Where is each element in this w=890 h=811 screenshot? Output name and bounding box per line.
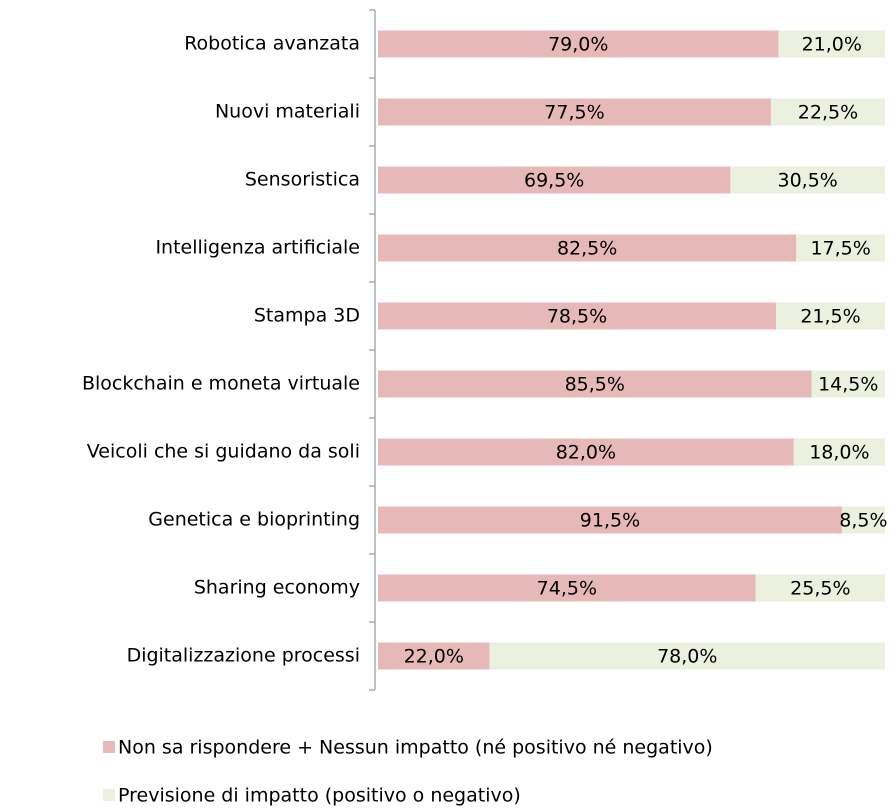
y-tick-label: Veicoli che si guidano da soli <box>87 441 360 463</box>
data-label: 25,5% <box>790 578 850 600</box>
y-tick-label: Nuovi materiali <box>215 101 360 123</box>
bar-segment <box>378 438 794 466</box>
data-label: 82,5% <box>557 238 617 260</box>
bar-segment <box>755 574 885 602</box>
y-tick-label: Sensoristica <box>245 169 360 191</box>
data-label: 79,0% <box>548 34 608 56</box>
bar-segment <box>770 98 885 126</box>
bar-segment <box>378 370 812 398</box>
data-label: 22,0% <box>404 646 464 668</box>
legend-swatch <box>103 741 115 753</box>
bar-segment <box>378 574 756 602</box>
data-label: 22,5% <box>798 102 858 124</box>
bar-segment <box>378 30 779 58</box>
data-label: 69,5% <box>524 170 584 192</box>
data-label: 74,5% <box>537 578 597 600</box>
legend-label: Previsione di impatto (positivo o negati… <box>118 785 521 807</box>
bar-segment <box>730 166 885 194</box>
bar-segment <box>378 234 797 262</box>
bar-segment <box>796 234 885 262</box>
y-tick-label: Digitalizzazione processi <box>127 645 360 667</box>
data-label: 14,5% <box>818 374 878 396</box>
y-tick-label: Sharing economy <box>194 577 360 599</box>
legend-label: Non sa rispondere + Nessun impatto (né p… <box>118 737 713 759</box>
bar-segment <box>775 302 885 330</box>
bar-segment <box>378 642 490 670</box>
data-label: 30,5% <box>778 170 838 192</box>
bar-segment <box>378 302 776 330</box>
y-tick-label: Robotica avanzata <box>184 33 360 55</box>
data-label: 21,0% <box>802 34 862 56</box>
bar-segment <box>793 438 885 466</box>
y-tick-label: Genetica e bioprinting <box>148 509 360 531</box>
bar-segment <box>841 506 885 534</box>
y-tick-label: Blockchain e moneta virtuale <box>82 373 360 395</box>
bar-segment <box>378 166 731 194</box>
data-label: 18,0% <box>809 442 869 464</box>
data-label: 78,0% <box>657 646 717 668</box>
data-label: 77,5% <box>544 102 604 124</box>
data-label: 17,5% <box>810 238 870 260</box>
y-tick-label: Stampa 3D <box>254 305 360 327</box>
data-label: 91,5% <box>580 510 640 532</box>
data-label: 21,5% <box>800 306 860 328</box>
bar-segment <box>811 370 885 398</box>
data-label: 78,5% <box>547 306 607 328</box>
data-label: 85,5% <box>565 374 625 396</box>
data-label: 8,5% <box>839 510 887 532</box>
bar-segment <box>778 30 885 58</box>
bar-segment <box>378 506 842 534</box>
bar-segment <box>378 98 771 126</box>
y-tick-label: Intelligenza artificiale <box>155 237 360 259</box>
data-label: 82,0% <box>556 442 616 464</box>
legend-swatch <box>103 789 115 801</box>
bar-segment <box>489 642 885 670</box>
